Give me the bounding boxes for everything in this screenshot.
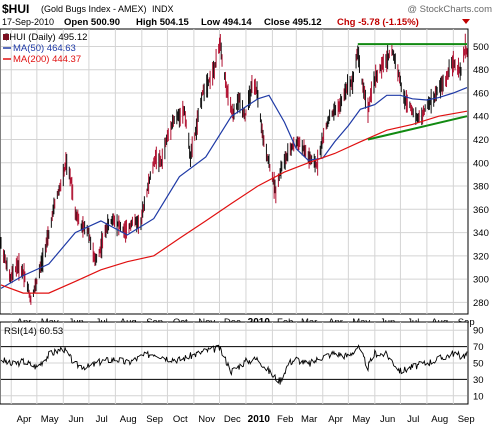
rsi-y-tick-label: 30 (473, 375, 484, 386)
y-tick-label: 300 (473, 275, 489, 286)
y-tick-label: 280 (473, 298, 489, 309)
rsi-x-axis: Apr May Jun Jul Aug Sep Oct Nov Dec 2010 Feb Mar Apr… (17, 414, 475, 425)
y-tick-label: 480 (473, 65, 489, 76)
x-tick-label: Jul (96, 414, 108, 425)
x-tick-label: Jun (68, 414, 83, 425)
price-y-axis: 280 300 320 340 360 380 400 420 440 460 480 500 (473, 42, 489, 309)
y-tick-label: 340 (473, 228, 489, 239)
rsi-grid (1, 322, 467, 404)
x-tick-label: Mar (301, 414, 317, 425)
x-tick-label: May (41, 414, 59, 425)
header-symbol: $HUI (2, 2, 29, 16)
x-tick-label: Apr (17, 414, 32, 425)
header-credit: @ StockCharts.com (407, 4, 492, 15)
x-tick-label: 2010 (248, 414, 271, 425)
y-tick-label: 460 (473, 88, 489, 99)
x-tick-label: Nov (198, 414, 215, 425)
y-tick-label: 320 (473, 251, 489, 262)
header-exchange: INDX (152, 4, 174, 14)
rsi-line (0, 344, 468, 385)
x-tick-label: Feb (277, 414, 293, 425)
x-tick-label: Aug (120, 414, 137, 425)
rsi-series (0, 344, 468, 385)
price-panel (0, 28, 469, 315)
legend-price-swatch (3, 34, 9, 40)
x-tick-label: Sep (146, 414, 163, 425)
legend-ma50: MA(50) 464.63 (13, 43, 76, 54)
legend-rsi: RSI(14) 60.53 (4, 326, 63, 337)
support-trendline (367, 115, 468, 141)
header-low: Low 494.14 (201, 17, 252, 28)
rsi-y-tick-label: 10 (473, 391, 484, 402)
y-tick-label: 400 (473, 158, 489, 169)
x-tick-label: May (352, 414, 370, 425)
legend-ma200: MA(200) 444.37 (13, 54, 81, 65)
y-tick-label: 380 (473, 182, 489, 193)
header-high: High 504.15 (136, 17, 190, 28)
header-open: Open 500.90 (64, 17, 120, 28)
rsi-y-tick-label: 70 (473, 342, 484, 353)
x-tick-label: Oct (173, 414, 188, 425)
x-tick-label: Jun (380, 414, 395, 425)
legend-price: $HUI (Daily) 495.12 (4, 32, 87, 43)
header-close: Close 495.12 (264, 17, 322, 28)
x-tick-label: Jul (407, 414, 419, 425)
x-tick-label: Dec (224, 414, 241, 425)
rsi-y-tick-label: 50 (473, 359, 484, 370)
x-tick-label: Aug (431, 414, 448, 425)
price-series (0, 33, 468, 305)
x-tick-label: Sep (458, 414, 475, 425)
ma50-line (0, 87, 468, 289)
header-date: 17-Sep-2010 (2, 17, 54, 27)
ma200-line (0, 110, 468, 294)
y-tick-label: 360 (473, 205, 489, 216)
rsi-y-tick-label: 90 (473, 326, 484, 337)
y-tick-label: 420 (473, 135, 489, 146)
rsi-y-axis: 10 30 50 70 90 (473, 326, 484, 403)
header-change: Chg -5.78 (-1.15%) (337, 17, 419, 28)
y-tick-label: 500 (473, 42, 489, 53)
header-name: (Gold Bugs Index - AMEX) (41, 4, 147, 14)
y-tick-label: 440 (473, 112, 489, 123)
x-tick-label: Apr (328, 414, 343, 425)
down-arrow-icon (462, 19, 470, 24)
